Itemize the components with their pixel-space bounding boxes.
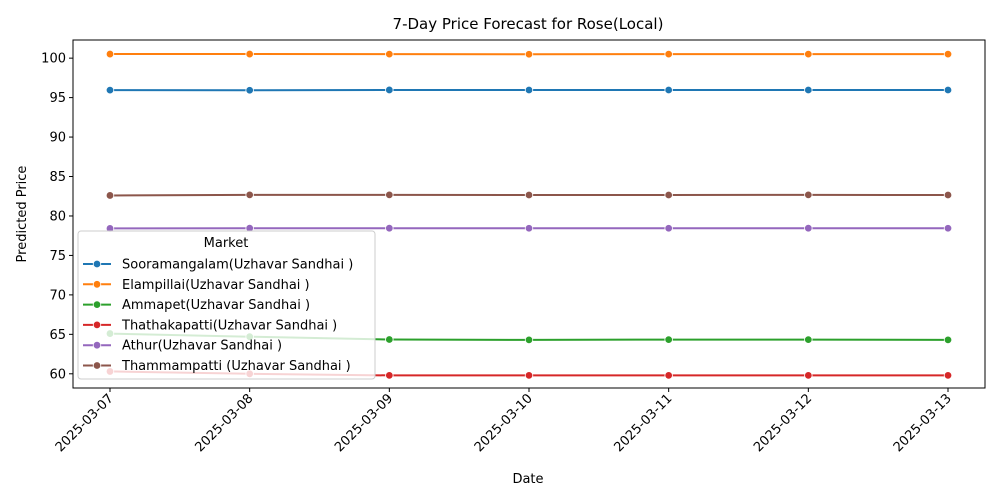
y-tick-label: 80 [49,209,66,224]
legend-swatch-marker [92,280,102,289]
y-tick-label: 75 [49,249,66,264]
series-3-point [385,335,394,344]
x-axis: 2025-03-07 2025-03-08 2025-03-09 2025-03-10… [53,388,955,455]
series-1-point [385,85,394,95]
series-2-point [245,49,254,59]
y-tick-label: 90 [49,131,66,146]
series-6-point [105,191,115,200]
legend-swatch-marker [92,320,102,330]
series-5-point [524,224,534,233]
y-tick-label: 65 [49,328,66,343]
y-tick-label: 100 [41,52,66,67]
series-3-point [524,335,534,345]
legend-swatch-marker [92,341,102,350]
series-2-point [804,49,813,59]
series-5-point [385,224,394,233]
x-tick-label: 2025-03-08 [192,391,256,455]
x-tick-label: 2025-03-13 [891,391,955,455]
series-5-point [664,224,673,233]
series-6-point [385,190,394,200]
series-4-point [385,371,394,380]
series-2-point [524,50,534,59]
series-2-point [664,49,673,59]
series-6-point [245,190,254,200]
legend-swatch-marker [92,300,102,309]
legend-label: Sooramangalam(Uzhavar Sandhai ) [122,258,353,273]
legend-title: Market [204,236,249,251]
series-1-point [245,86,254,95]
y-tick-label: 70 [49,288,66,303]
y-axis: 60 65 70 75 80 85 90 95 100 [41,52,73,382]
y-tick-label: 95 [49,91,66,106]
series-5-point [943,224,953,233]
x-tick-label: 2025-03-07 [53,391,117,455]
legend-label: Thammampatti (Uzhavar Sandhai ) [121,359,351,374]
series-4-point [664,371,673,380]
x-axis-title: Date [512,472,543,487]
y-axis-title: Predicted Price [15,166,30,263]
series-6-point [804,190,813,200]
series-1-point [664,85,673,95]
plot-area [72,39,986,389]
legend-label: Ammapet(Uzhavar Sandhai ) [122,298,310,313]
series-6-point [524,190,534,200]
series-4-point [943,371,953,380]
series-2-point [105,49,115,59]
series-1-point [524,85,534,95]
series-5-point [804,224,813,233]
series-2-point [385,49,394,59]
series-4-point [804,371,813,380]
legend-label: Elampillai(Uzhavar Sandhai ) [122,278,310,293]
y-tick-label: 60 [49,367,66,382]
series-3-point [664,335,673,344]
legend-swatch-marker [92,361,102,370]
series-6-point [943,190,953,200]
x-tick-label: 2025-03-12 [751,391,815,455]
x-tick-label: 2025-03-11 [611,391,675,455]
series-2-point [943,49,953,59]
series-6-point [664,190,673,200]
series-4-point [524,371,534,380]
legend-label: Thathakapatti(Uzhavar Sandhai ) [121,318,337,333]
series-3-point [943,335,953,345]
series-1-point [105,85,115,95]
legend-label: Athur(Uzhavar Sandhai ) [122,339,282,354]
y-tick-label: 85 [49,170,66,185]
legend: Market Sooramangalam(Uzhavar Sandhai ) Ela… [77,230,376,380]
legend-swatch-marker [92,259,102,269]
legend-box [77,230,376,380]
chart-title: 7-Day Price Forecast for Rose(Local) [393,15,664,33]
series-1-point [804,85,813,95]
series-3-point [804,335,813,344]
x-tick-label: 2025-03-09 [332,391,396,455]
x-tick-label: 2025-03-10 [472,391,536,455]
series-1-point [943,85,953,95]
